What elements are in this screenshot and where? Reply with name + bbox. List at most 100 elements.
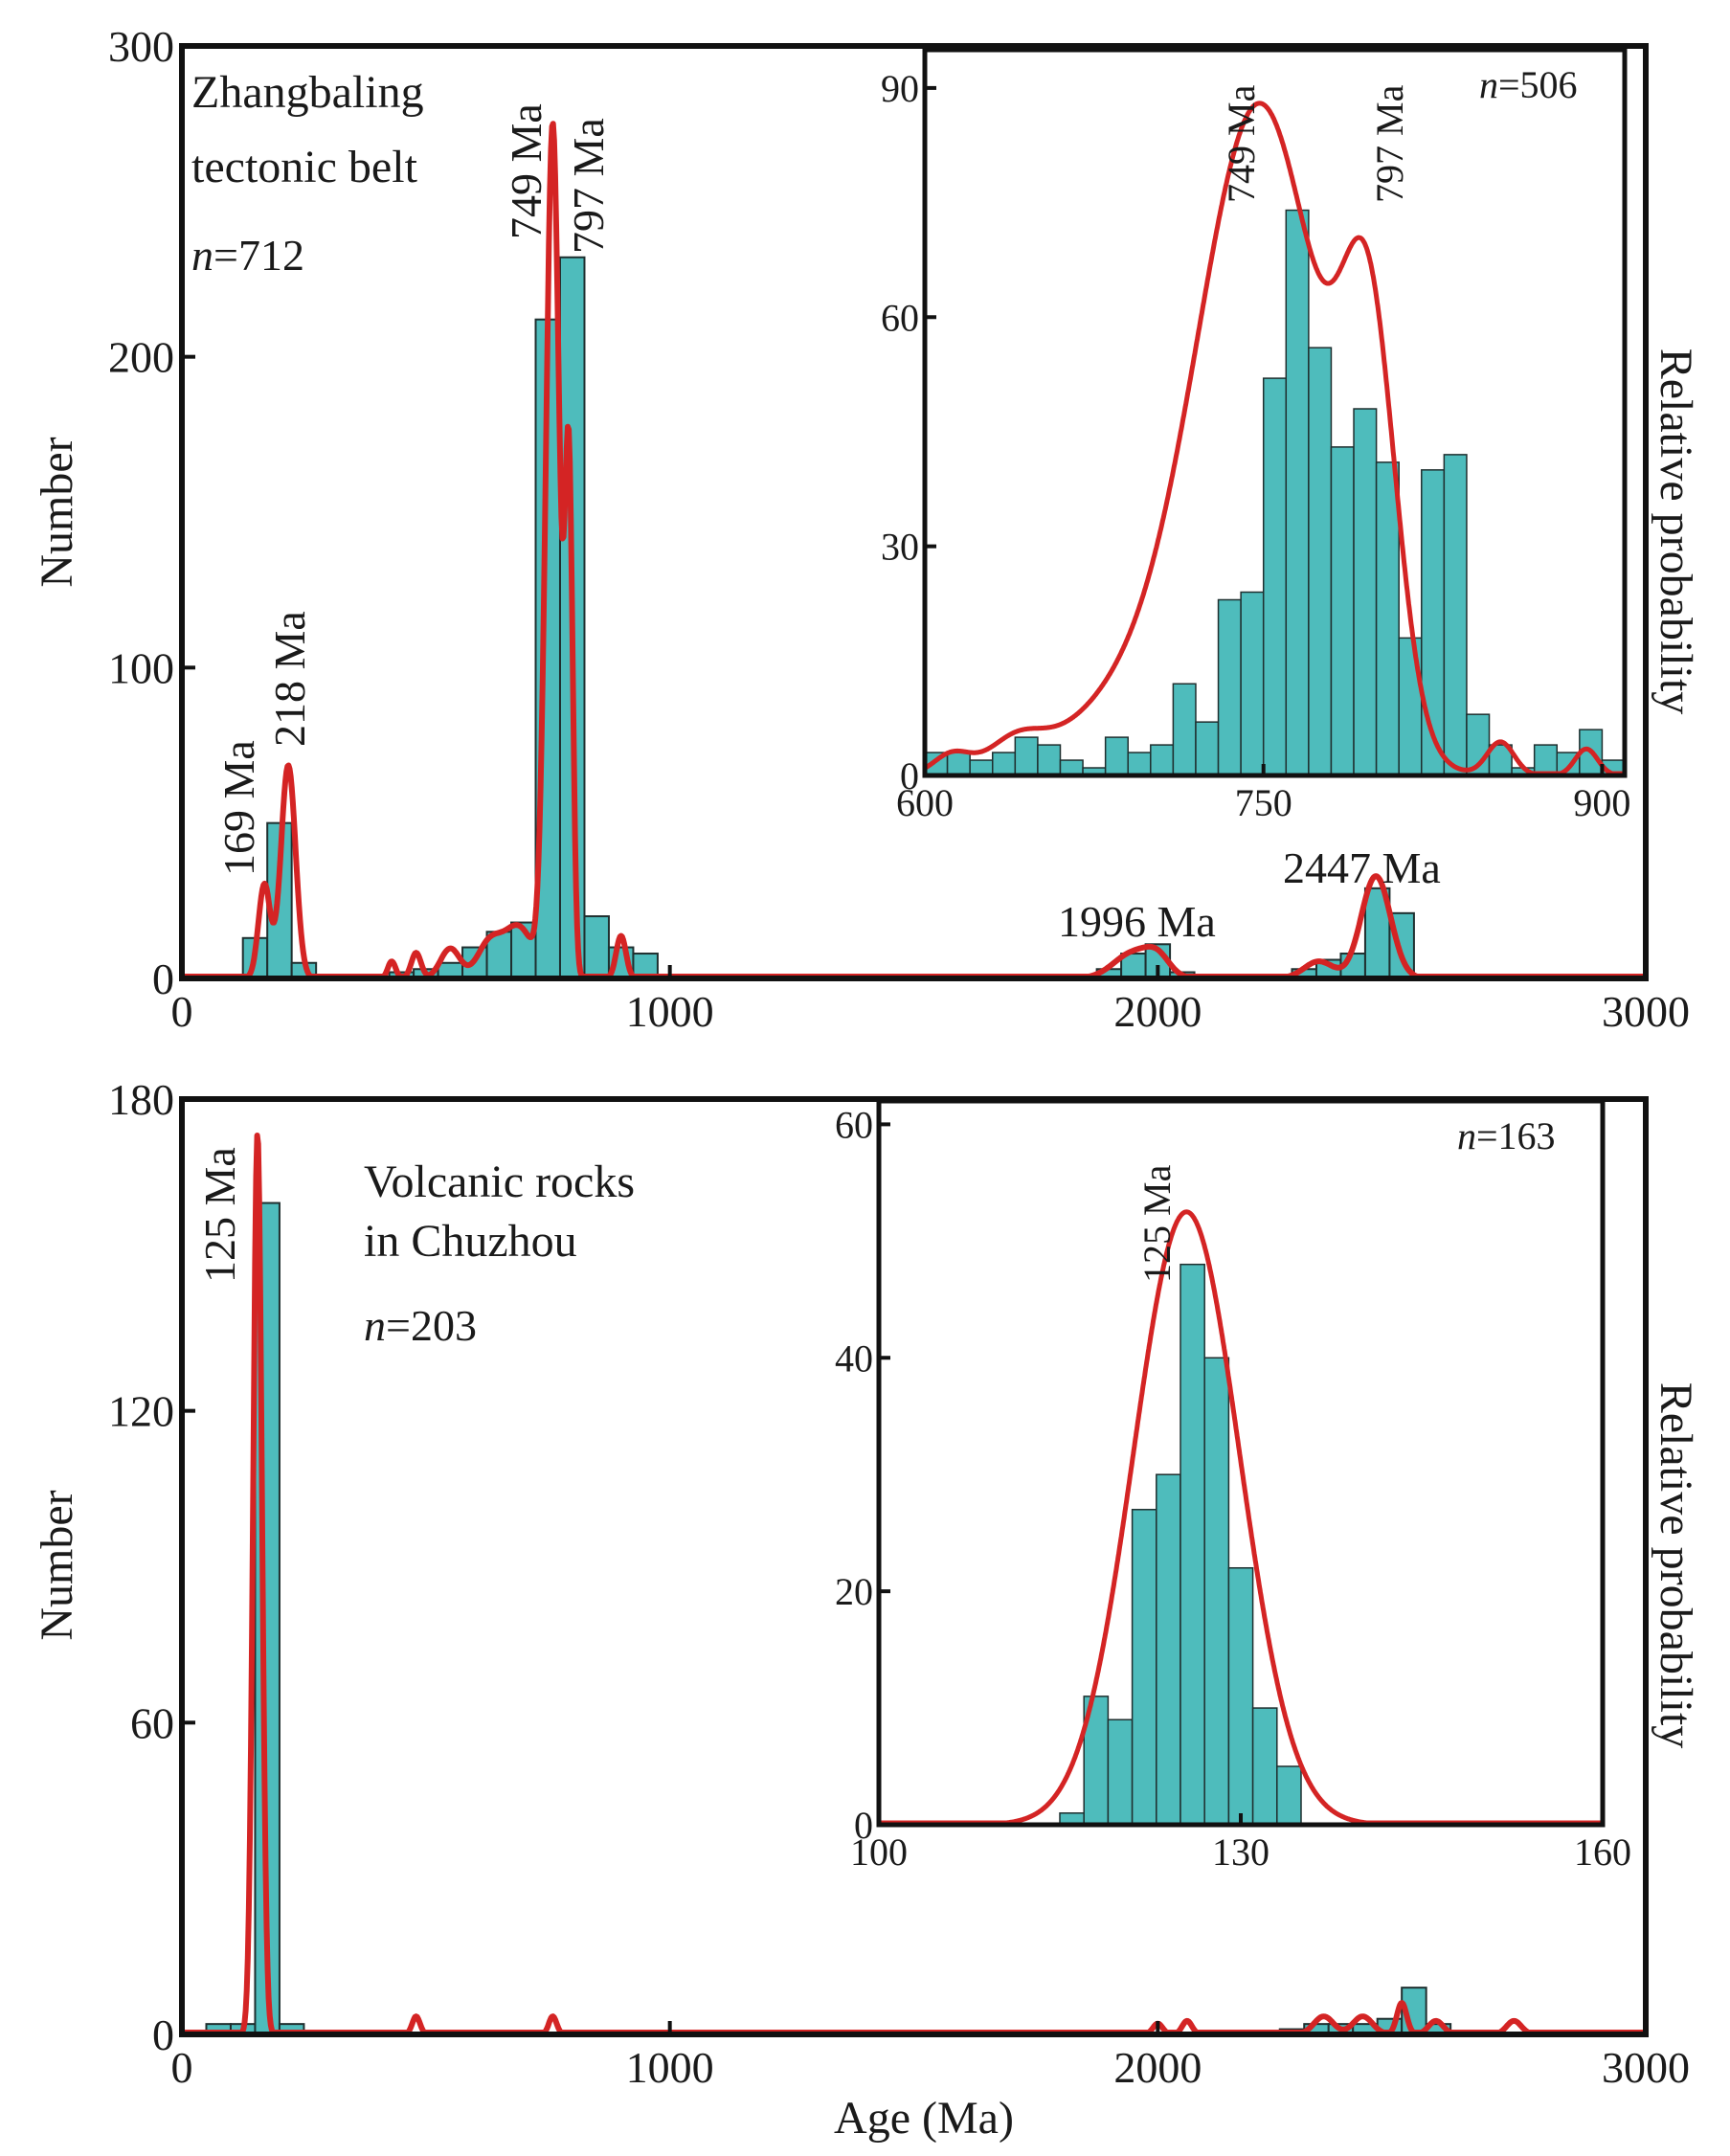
x-tick-label: 600 [896, 781, 954, 824]
y-tick-label: 0 [152, 954, 174, 1003]
x-tick-label: 1000 [626, 987, 714, 1036]
peak-label-749: 749 Ma [502, 103, 550, 239]
histogram-bar [1180, 1263, 1205, 1826]
x-tick-label: 3000 [1602, 2043, 1690, 2092]
top-y-axis-title: Number [32, 437, 82, 587]
top-sample-count-value: =712 [213, 231, 304, 280]
histogram-bar [1217, 598, 1242, 776]
top-inset-axis-ticks: 600 750 900 0 30 60 90 [881, 67, 1630, 824]
histogram-bar [1330, 446, 1355, 776]
x-tick-label: 100 [850, 1830, 908, 1874]
inset-peak-label-125: 125 Ma [1135, 1164, 1179, 1283]
top-inset-sample-count: n=506 [1479, 63, 1578, 106]
y-tick-label: 300 [108, 22, 174, 71]
histogram-bar [1014, 736, 1039, 776]
histogram-bar [1251, 1707, 1278, 1826]
bottom-inset-histogram-bars [1059, 1263, 1302, 1826]
histogram-bar [991, 752, 1017, 776]
x-tick-label: 900 [1573, 781, 1630, 824]
histogram-bar [1227, 1566, 1254, 1826]
y-tick-label: 200 [108, 333, 174, 382]
histogram-bar [1443, 454, 1468, 776]
x-tick-label: 3000 [1602, 987, 1690, 1036]
bottom-y2-axis-title: Relative probability [1651, 1382, 1701, 1749]
peak-label-169: 169 Ma [214, 740, 263, 876]
bottom-inset-sample-count-n: n [1457, 1114, 1476, 1157]
bottom-inset-sample-count: n=163 [1457, 1114, 1556, 1157]
inset-peak-label-797: 797 Ma [1368, 84, 1411, 203]
y-tick-label: 100 [108, 643, 174, 692]
histogram-bar [1150, 744, 1175, 776]
histogram-bar [583, 915, 610, 979]
top-inset-probability-curve [923, 101, 1627, 776]
x-tick-label: 2000 [1113, 2043, 1202, 2092]
top-inset-frame [922, 47, 1628, 778]
y-tick-label: 60 [881, 296, 919, 339]
histogram-bar [1262, 377, 1288, 776]
top-sample-count: n=712 [191, 231, 304, 280]
y-tick-label: 30 [881, 526, 919, 569]
x-tick-label: 0 [171, 987, 193, 1036]
y-tick-label: 0 [854, 1804, 873, 1847]
x-axis-title: Age (Ma) [834, 2093, 1014, 2144]
bottom-sample-count-value: =203 [386, 1301, 477, 1350]
x-tick-label: 1000 [626, 2043, 714, 2092]
histogram-bar [1308, 347, 1333, 776]
peak-label-1996: 1996 Ma [1058, 897, 1216, 946]
y-tick-label: 180 [108, 1075, 174, 1124]
histogram-bar [1375, 461, 1400, 776]
y-tick-label: 20 [835, 1570, 873, 1613]
top-inset-sample-count-n: n [1479, 63, 1498, 106]
histogram-bar [1107, 1718, 1134, 1826]
histogram-bar [1285, 209, 1310, 776]
bottom-sample-count-n: n [364, 1301, 386, 1350]
histogram-bar [1203, 1357, 1230, 1826]
x-tick-label: 130 [1212, 1830, 1269, 1874]
x-tick-label: 750 [1235, 781, 1292, 824]
top-sample-count-n: n [191, 231, 213, 280]
peak-label-797: 797 Ma [564, 118, 613, 254]
x-tick-label: 2000 [1113, 987, 1202, 1036]
top-y2-axis-title: Relative probability [1651, 348, 1701, 715]
y-tick-label: 60 [130, 1698, 174, 1747]
histogram-bar [1156, 1473, 1181, 1826]
x-tick-label: 160 [1574, 1830, 1631, 1874]
histogram-bar [1533, 744, 1559, 776]
bottom-inset-axis-ticks: 100 130 160 0 20 40 60 [835, 1103, 1631, 1874]
peak-label-2447: 2447 Ma [1283, 843, 1441, 892]
x-tick-label: 0 [171, 2043, 193, 2092]
bottom-y-axis-title: Number [32, 1490, 82, 1640]
histogram-bar [1104, 736, 1129, 776]
bottom-sample-count: n=203 [364, 1301, 477, 1350]
histogram-bar [1037, 744, 1062, 776]
histogram-bar [1240, 591, 1265, 776]
histogram-bar [1172, 683, 1197, 776]
histogram-bar [1353, 408, 1378, 776]
top-panel-label-line2: tectonic belt [191, 142, 418, 192]
top-panel-label-line1: Zhangbaling [191, 67, 424, 118]
y-tick-label: 0 [152, 2010, 174, 2059]
y-tick-label: 40 [835, 1336, 873, 1380]
histogram-bar [1276, 1765, 1302, 1826]
inset-peak-label-749: 749 Ma [1220, 84, 1263, 203]
y-tick-label: 120 [108, 1387, 174, 1436]
bottom-panel-label-line1: Volcanic rocks [364, 1157, 635, 1207]
peak-label-218: 218 Ma [265, 611, 314, 747]
top-inset-sample-count-value: =506 [1498, 63, 1578, 106]
bottom-inset-sample-count-value: =163 [1476, 1114, 1556, 1157]
bottom-panel-label-line2: in Chuzhou [364, 1216, 577, 1267]
histogram-bar [946, 752, 971, 776]
y-tick-label: 90 [881, 67, 919, 110]
peak-label-125: 125 Ma [195, 1147, 244, 1283]
top-inset-histogram-bars [924, 209, 1626, 776]
top-plot-frame [179, 43, 1649, 981]
histogram-bar [1127, 752, 1152, 776]
y-tick-label: 0 [900, 754, 919, 797]
y-tick-label: 60 [835, 1103, 873, 1146]
histogram-bar [1131, 1509, 1157, 1826]
